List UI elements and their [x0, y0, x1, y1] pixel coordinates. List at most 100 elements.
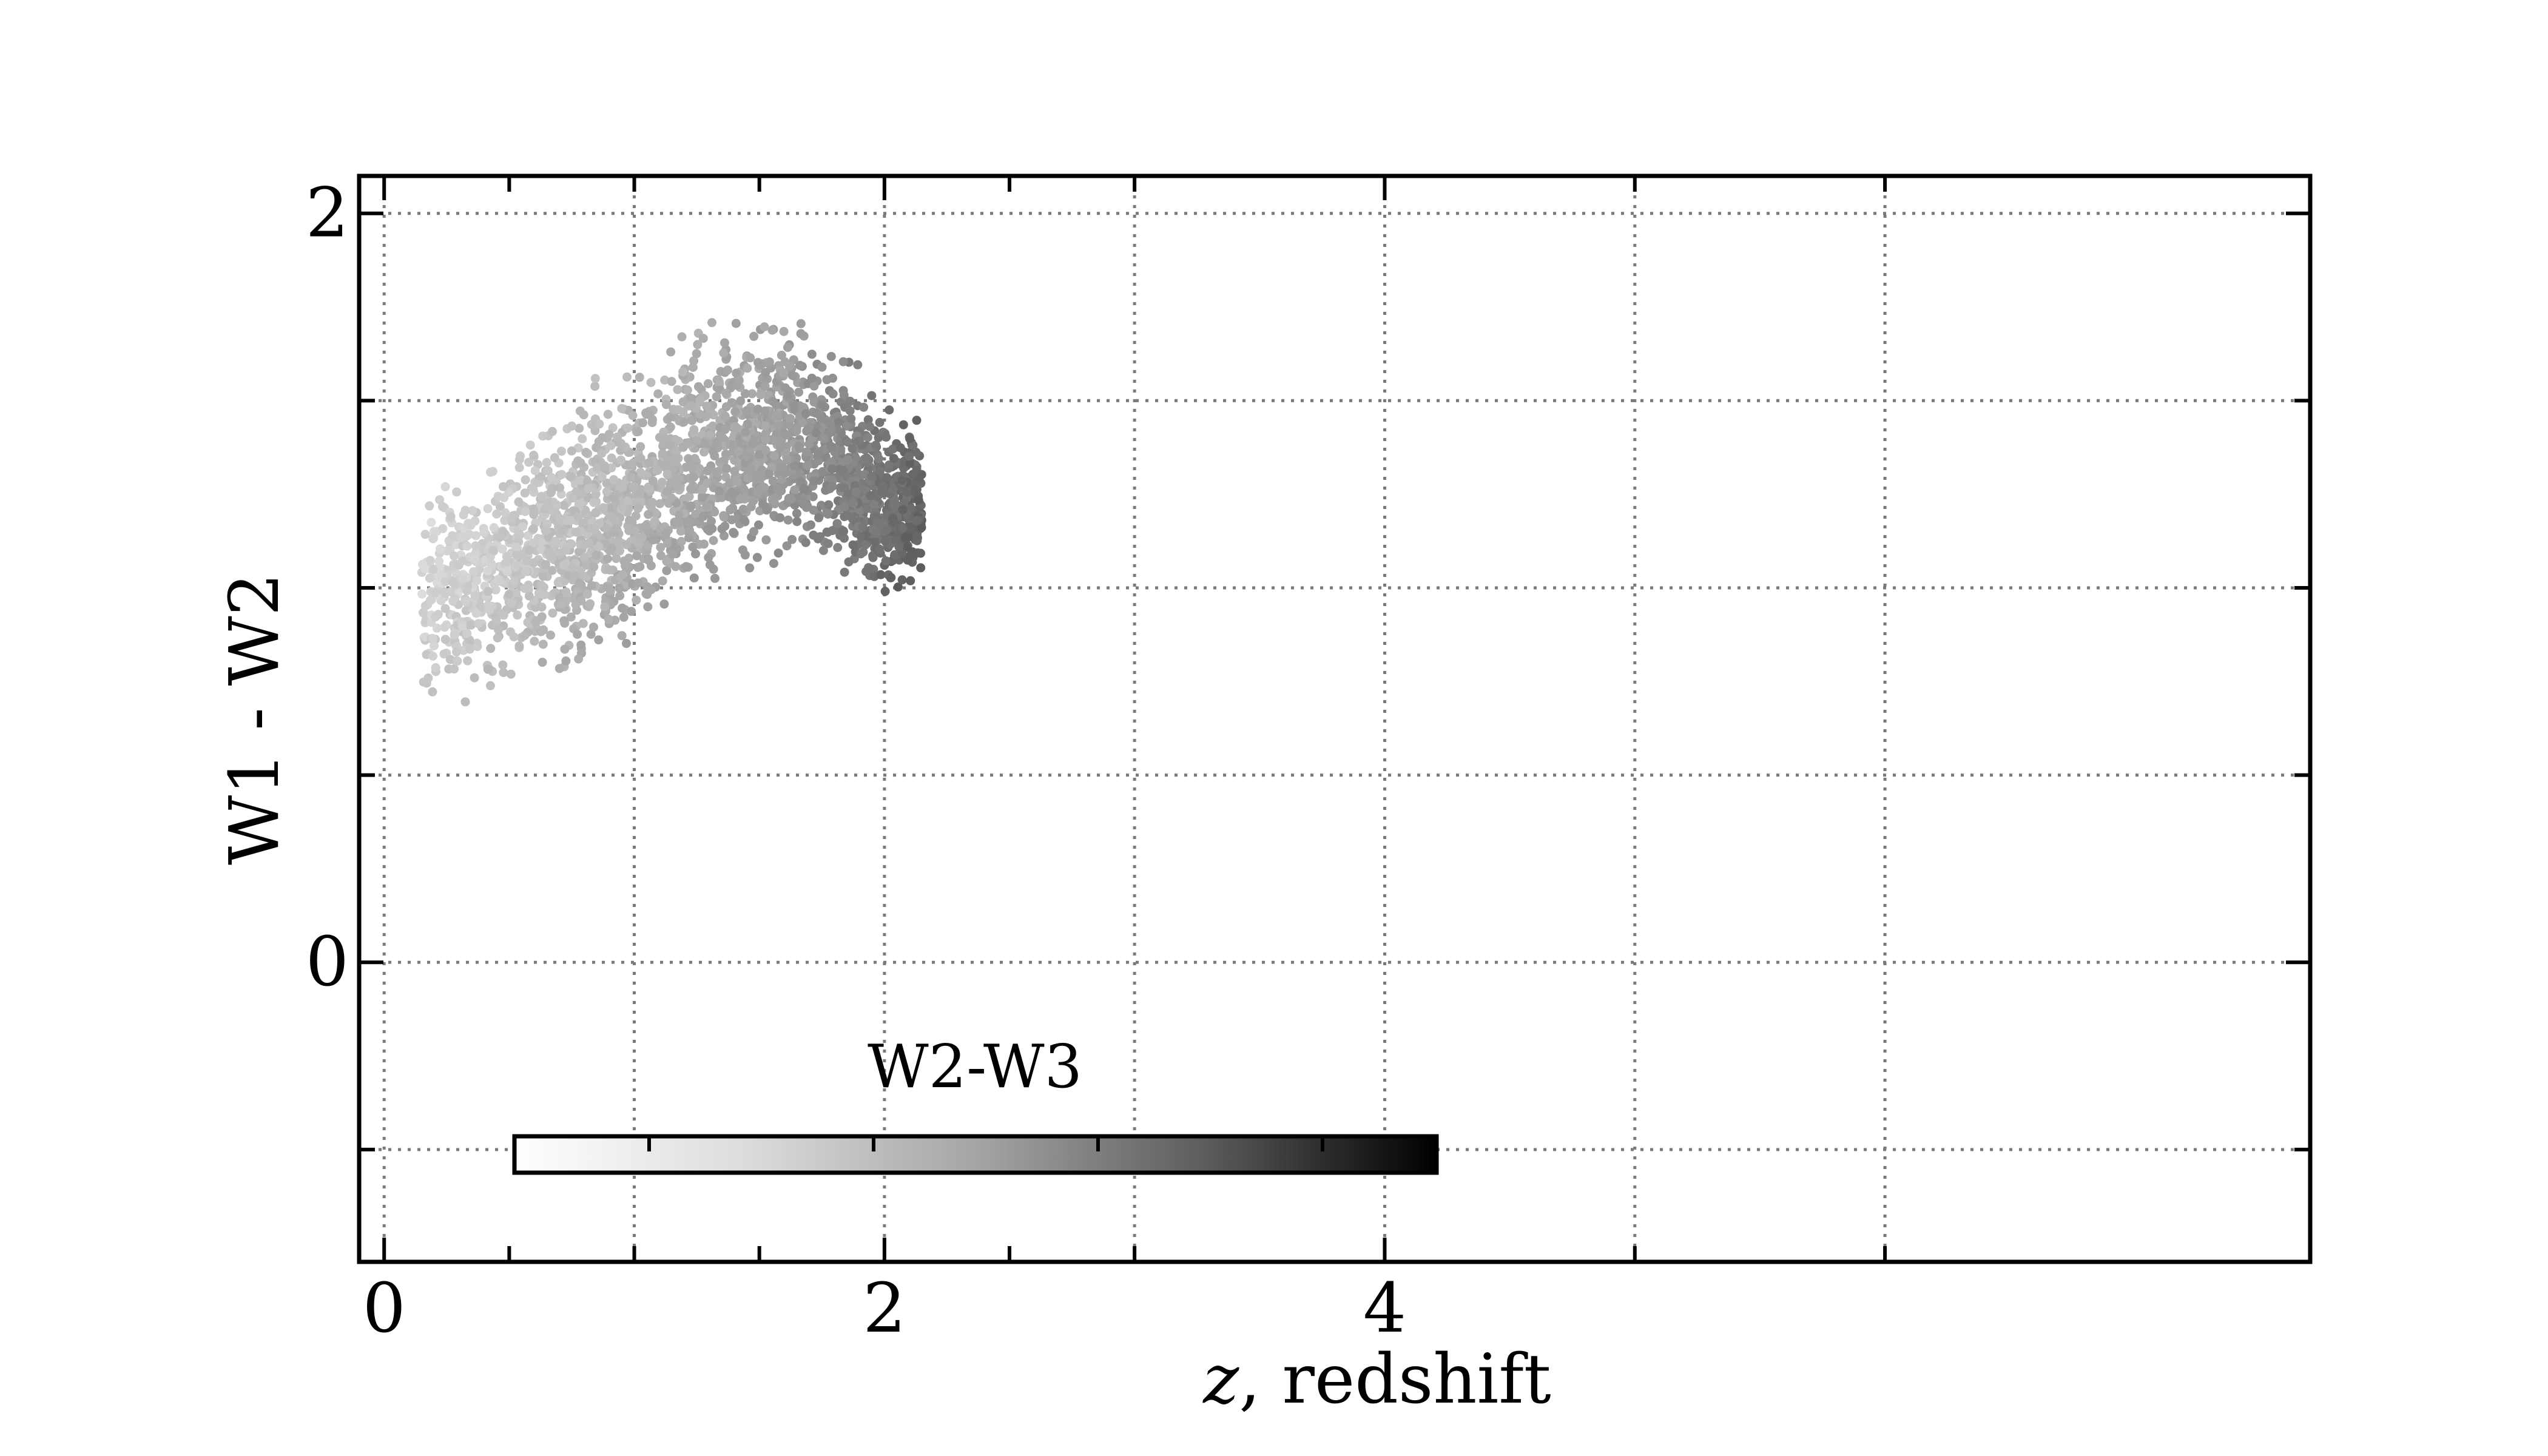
data-point	[755, 506, 764, 516]
data-point	[492, 509, 502, 519]
data-point	[575, 423, 584, 433]
data-point	[675, 474, 684, 484]
data-point	[439, 587, 448, 596]
data-point	[584, 538, 593, 548]
data-point	[760, 322, 769, 332]
data-point	[676, 527, 686, 536]
data-point	[466, 521, 476, 530]
data-point	[726, 505, 735, 514]
data-point	[820, 402, 829, 412]
data-point	[534, 588, 544, 598]
data-point	[531, 618, 541, 627]
data-point	[686, 518, 695, 528]
data-point	[675, 510, 684, 520]
data-point	[796, 319, 806, 328]
data-point	[702, 501, 712, 511]
data-point	[712, 392, 721, 402]
data-point	[485, 681, 495, 690]
data-point	[823, 539, 833, 548]
data-point	[754, 520, 763, 530]
data-point	[578, 434, 587, 443]
x-tick-label: 4	[1363, 1269, 1406, 1348]
data-point	[702, 466, 712, 476]
data-point	[576, 640, 586, 650]
data-point	[471, 608, 481, 618]
data-point	[473, 642, 482, 652]
data-point	[617, 631, 627, 641]
data-point	[880, 587, 890, 596]
data-point	[814, 456, 823, 465]
data-point	[510, 577, 519, 587]
data-point	[573, 630, 582, 639]
data-point	[868, 525, 878, 534]
data-point	[557, 447, 566, 456]
data-point	[800, 484, 809, 494]
data-point	[469, 567, 479, 576]
data-point	[903, 487, 912, 497]
data-point	[656, 542, 666, 552]
data-point	[514, 463, 524, 473]
data-point	[743, 419, 752, 429]
data-point	[916, 563, 926, 573]
data-point	[597, 472, 607, 482]
data-point	[582, 589, 592, 599]
data-point	[567, 446, 576, 456]
colorbar: W2-W3	[512, 1033, 1439, 1175]
data-point	[897, 575, 907, 585]
data-point	[900, 533, 910, 543]
data-point	[725, 478, 735, 488]
data-point	[428, 652, 437, 661]
data-point	[877, 486, 886, 496]
data-point	[540, 504, 550, 514]
data-point	[538, 571, 548, 581]
data-point	[703, 525, 712, 534]
data-point	[504, 590, 514, 599]
data-point	[912, 465, 922, 475]
data-point	[832, 519, 842, 528]
data-point	[689, 573, 699, 583]
data-point	[561, 587, 571, 597]
data-point	[450, 551, 459, 561]
data-point	[640, 522, 650, 531]
data-point	[484, 587, 493, 596]
data-point	[446, 587, 455, 596]
data-point	[882, 525, 892, 534]
data-point	[554, 664, 564, 673]
data-point	[703, 479, 712, 488]
data-point	[809, 381, 819, 391]
data-point	[644, 458, 654, 468]
data-point	[752, 553, 762, 562]
data-point	[662, 470, 672, 479]
data-point	[635, 562, 645, 571]
data-point	[808, 492, 818, 502]
data-point	[437, 502, 447, 511]
data-point	[738, 545, 747, 555]
data-point	[732, 380, 742, 390]
data-point	[491, 585, 500, 595]
data-point	[727, 515, 736, 525]
data-point	[745, 563, 755, 573]
data-point	[438, 524, 448, 533]
data-point	[553, 578, 563, 587]
data-point	[827, 482, 837, 491]
data-point	[849, 499, 858, 508]
data-point	[538, 658, 547, 667]
data-point	[826, 442, 836, 451]
data-point	[615, 591, 625, 601]
data-point	[659, 599, 669, 609]
data-point	[609, 475, 619, 485]
data-point	[775, 513, 785, 522]
data-point	[657, 477, 667, 487]
data-point	[874, 544, 884, 554]
data-point	[547, 551, 556, 561]
data-point	[647, 497, 657, 507]
data-point	[861, 453, 871, 463]
data-point	[698, 334, 708, 343]
data-point	[499, 668, 508, 678]
data-point	[912, 531, 922, 540]
data-point	[739, 515, 749, 524]
x-tick-label: 2	[863, 1269, 906, 1348]
data-point	[559, 616, 569, 625]
data-point	[581, 448, 591, 457]
data-point	[627, 607, 636, 616]
